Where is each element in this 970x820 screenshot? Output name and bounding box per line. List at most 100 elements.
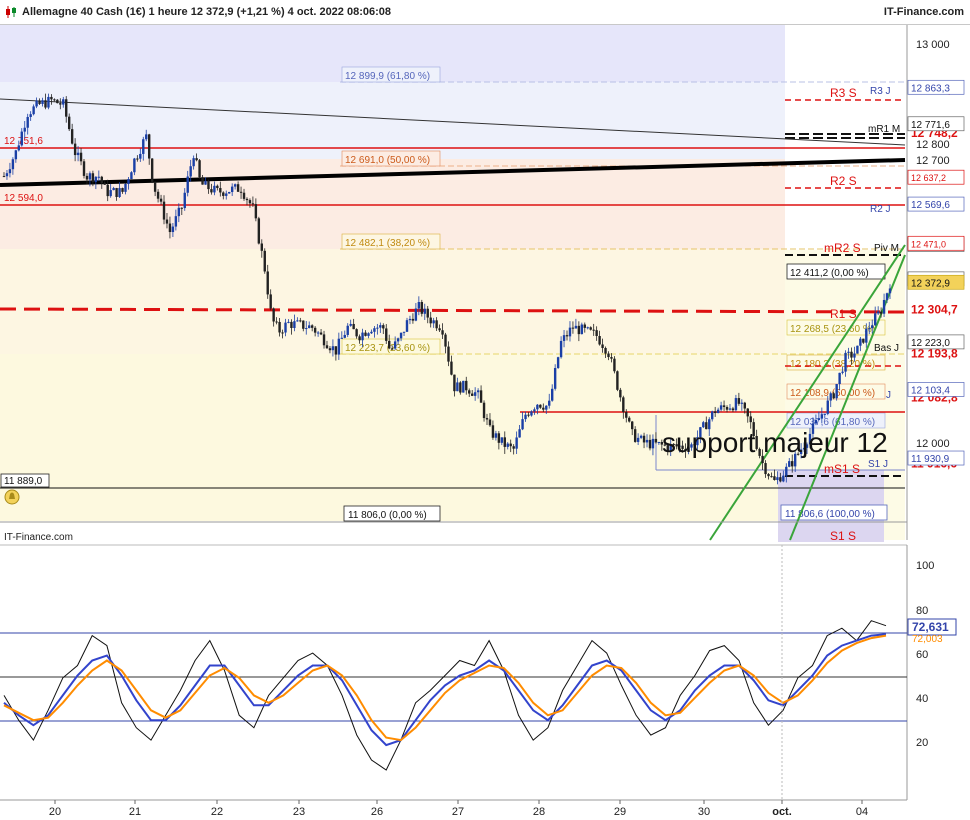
candle-body <box>263 250 266 272</box>
candle-body <box>521 419 524 430</box>
x-tick: 29 <box>614 800 626 818</box>
candle-body <box>708 419 711 430</box>
candle-body <box>177 207 181 217</box>
candle-body <box>150 158 154 182</box>
candle-body <box>817 418 821 421</box>
candle-body <box>168 223 172 233</box>
price-label: 12 372,9 <box>907 274 965 290</box>
fib-zones <box>0 25 905 542</box>
candle-body <box>628 417 631 422</box>
price-label: 12 771,6 <box>907 116 965 132</box>
candle-body <box>376 327 379 329</box>
rsi-tick: 80 <box>916 605 928 617</box>
price-label: 12 304,7 <box>907 302 965 317</box>
candle-body <box>281 332 284 334</box>
candle-body <box>411 318 415 321</box>
rsi-secondary-value: 72,003 <box>912 634 943 645</box>
candle-body <box>524 414 527 420</box>
price-label-text: 12 304,7 <box>911 302 958 316</box>
candle-body <box>426 308 429 318</box>
fib-label: 12 037,6 (61,80 %) <box>790 417 875 428</box>
candle-body <box>479 390 483 403</box>
candle-body <box>571 327 575 329</box>
level-label: R3 J <box>870 86 891 97</box>
level-label: Piv M <box>874 243 899 254</box>
candle-body <box>613 358 616 372</box>
candle-body <box>882 299 886 314</box>
fib-label: 11 806,6 (100,00 %) <box>785 509 875 520</box>
candle-body <box>429 317 432 324</box>
price-label-text: 12 863,3 <box>911 83 950 94</box>
candle-body <box>2 176 6 178</box>
candle-body <box>47 96 50 108</box>
candle-body <box>435 320 438 329</box>
pivot-lines <box>0 99 906 489</box>
candle-body <box>648 439 652 449</box>
candle-body <box>124 183 127 192</box>
candle-body <box>198 160 201 178</box>
candle-body <box>396 338 400 342</box>
price-label: 12 569,6 <box>907 196 965 212</box>
x-tick: oct. <box>772 800 792 818</box>
candle-body <box>776 477 779 481</box>
candle-body <box>491 425 495 438</box>
chart-canvas[interactable]: 13 000 12 800 12 700 12 600 12 000 12 89… <box>0 24 970 820</box>
x-tick-label: 28 <box>533 806 545 818</box>
candle-body <box>622 397 625 413</box>
candle-body <box>577 325 581 335</box>
candle-body <box>743 402 747 409</box>
candle-body <box>44 100 47 108</box>
candle-body <box>219 188 222 193</box>
candle-body <box>192 158 195 167</box>
price-label: 11 930,9 <box>907 450 965 466</box>
level-label: S1 J <box>868 459 888 470</box>
candle-body <box>636 437 640 442</box>
candle-body <box>681 445 684 449</box>
rsi-tick: 100 <box>916 560 934 572</box>
candle-body <box>805 444 809 448</box>
bell-icon[interactable] <box>4 489 20 505</box>
candle-body <box>450 361 453 375</box>
candle-body <box>257 218 261 244</box>
price-label-text: 12 103,4 <box>911 385 950 396</box>
candle-body <box>5 173 9 177</box>
candle-body <box>468 390 471 394</box>
candle-body <box>216 185 219 189</box>
candle-body <box>352 323 355 330</box>
candle-body <box>251 203 255 205</box>
candle-body <box>657 442 661 444</box>
left-labels: 12 751,6 12 594,0 11 889,0 <box>0 136 50 488</box>
candle-body <box>11 159 15 170</box>
candle-body <box>76 152 80 156</box>
candle-body <box>133 158 136 173</box>
candle-body <box>811 423 815 434</box>
candle-body <box>485 418 489 420</box>
x-tick: 26 <box>371 800 383 818</box>
candle-body <box>390 348 394 350</box>
candle-body <box>334 346 338 355</box>
candle-body <box>684 448 687 452</box>
candle-body <box>195 158 198 161</box>
candle-body <box>370 331 373 334</box>
rsi-current-value: 72,631 <box>912 620 949 634</box>
candle-body <box>405 320 409 332</box>
level-label: R2 J <box>870 204 891 215</box>
candle-body <box>328 348 332 351</box>
fib-label: 12 268,5 (23,60 %) <box>790 324 875 335</box>
candle-body <box>139 153 142 159</box>
candle-body <box>669 443 672 451</box>
fib-label: 11 806,0 (0,00 %) <box>348 510 427 521</box>
candle-body <box>515 437 518 449</box>
candle-body <box>607 353 610 358</box>
right-price-labels: 12 859,112 748,212 304,712 193,812 082,8… <box>907 79 965 472</box>
candle-body <box>610 357 613 359</box>
candle-body <box>367 333 370 336</box>
candle-body <box>296 320 299 322</box>
candle-body <box>645 439 649 443</box>
rsi-series <box>3 620 887 771</box>
candle-body <box>574 325 578 329</box>
candle-body <box>737 398 741 404</box>
candle-body <box>56 99 59 104</box>
price-label: 12 193,8 <box>907 346 965 361</box>
candle-body <box>210 189 213 193</box>
